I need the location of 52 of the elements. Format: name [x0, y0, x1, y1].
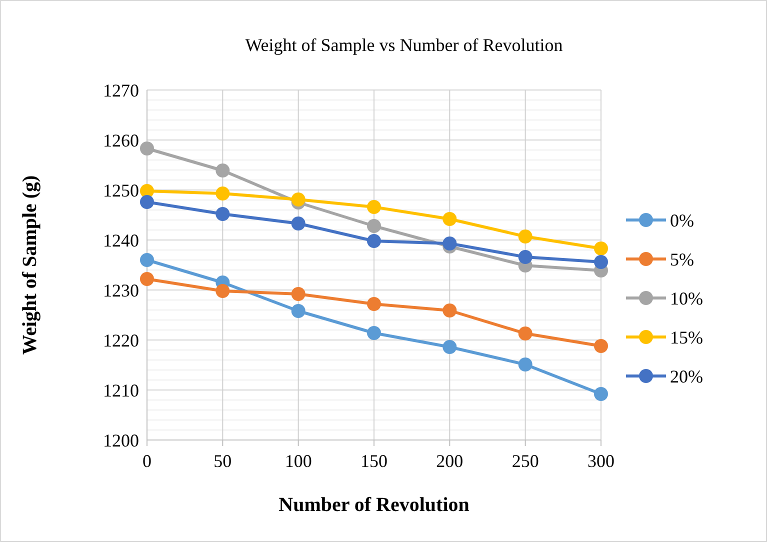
point [518, 358, 532, 372]
y-axis-title: Weight of Sample (g) [19, 175, 41, 355]
x-tick-label: 50 [214, 451, 232, 471]
legend-label: 5% [670, 249, 694, 270]
x-tick-label: 150 [360, 451, 388, 471]
y-tick-label: 1250 [103, 180, 139, 200]
x-tick-label: 100 [284, 451, 312, 471]
legend-label: 15% [670, 327, 703, 348]
y-tick-label: 1260 [103, 130, 139, 150]
point [518, 326, 532, 340]
legend-label: 20% [670, 366, 703, 386]
y-tick-label: 1220 [103, 330, 139, 350]
point [442, 212, 457, 226]
point [594, 255, 608, 269]
point [594, 387, 608, 401]
x-axis-title: Number of Revolution [278, 494, 470, 516]
x-tick-label: 300 [588, 451, 614, 471]
y-tick-label: 1210 [103, 380, 139, 400]
y-tick-label: 1200 [103, 430, 139, 450]
x-tick-label: 200 [436, 451, 464, 471]
point [140, 272, 154, 286]
x-tick-label: 250 [512, 451, 539, 471]
legend-label: 0% [670, 210, 694, 230]
chart-title: Weight of Sample vs Number of Revolution [245, 35, 563, 55]
point [594, 339, 608, 353]
point [216, 164, 230, 178]
y-tick-label: 1230 [103, 280, 139, 300]
point [291, 287, 306, 301]
point [216, 284, 230, 298]
point [291, 304, 306, 318]
point [594, 242, 608, 256]
point [291, 216, 306, 230]
point [518, 250, 532, 264]
point [442, 236, 457, 250]
point [140, 253, 154, 267]
point [216, 186, 230, 200]
point [518, 230, 532, 244]
point [367, 234, 381, 248]
point [291, 192, 306, 206]
point [367, 200, 381, 214]
y-tick-label: 1240 [103, 230, 139, 250]
x-tick-label: 0 [142, 451, 152, 471]
point [140, 195, 154, 209]
point [442, 304, 457, 318]
point [367, 219, 381, 233]
point [140, 142, 154, 156]
point [367, 326, 381, 340]
point [367, 297, 381, 311]
point [442, 340, 457, 354]
point [216, 207, 230, 221]
legend-label: 10% [670, 288, 703, 308]
y-tick-label: 1270 [103, 80, 139, 100]
